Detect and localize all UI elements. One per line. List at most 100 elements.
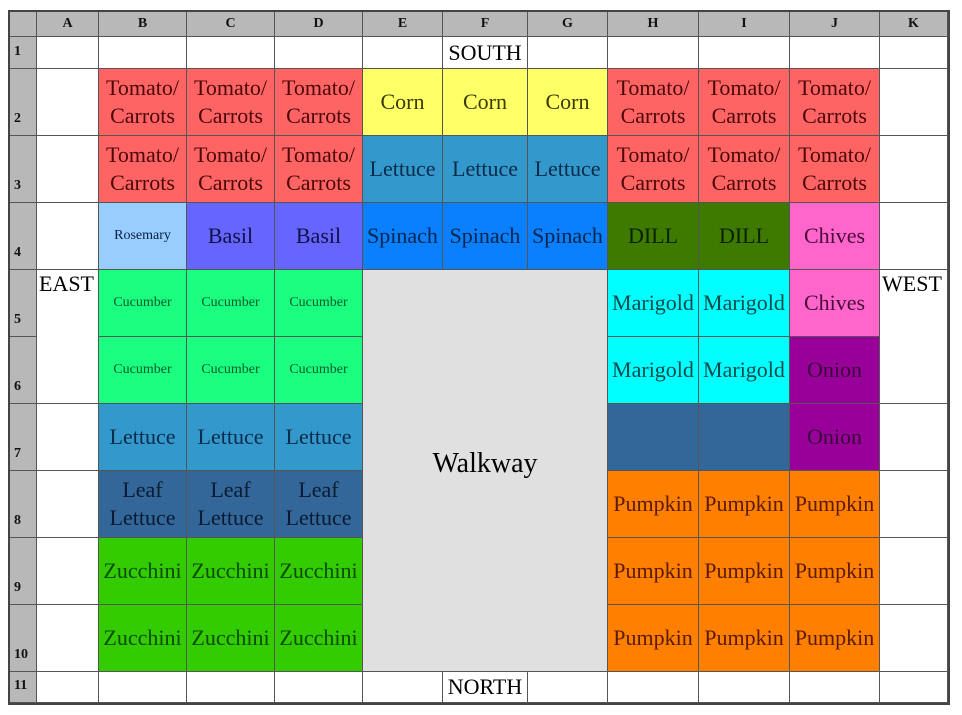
cell-b8-leaf-lettuce[interactable]: Leaf Lettuce bbox=[99, 471, 187, 538]
column-header-I[interactable]: I bbox=[699, 12, 790, 37]
empty-cell-a2[interactable] bbox=[37, 69, 99, 136]
cell-d8-leaf-lettuce[interactable]: Leaf Lettuce bbox=[275, 471, 363, 538]
cell-h9-pumpkin[interactable]: Pumpkin bbox=[608, 538, 699, 605]
cell-i9-pumpkin[interactable]: Pumpkin bbox=[699, 538, 790, 605]
empty-cell-g1[interactable] bbox=[528, 37, 608, 69]
cell-b10-zucchini[interactable]: Zucchini bbox=[99, 605, 187, 672]
cell-h3-tomato-carrots[interactable]: Tomato/ Carrots bbox=[608, 136, 699, 203]
empty-cell-a8[interactable] bbox=[37, 471, 99, 538]
empty-cell-a3[interactable] bbox=[37, 136, 99, 203]
cell-d6-cucumber[interactable]: Cucumber bbox=[275, 337, 363, 404]
cell-c3-tomato-carrots[interactable]: Tomato/ Carrots bbox=[187, 136, 275, 203]
cell-j2-tomato-carrots[interactable]: Tomato/ Carrots bbox=[790, 69, 880, 136]
column-header-D[interactable]: D bbox=[275, 12, 363, 37]
cell-k5-west[interactable]: WEST bbox=[880, 270, 948, 404]
cell-d4-basil[interactable]: Basil bbox=[275, 203, 363, 270]
column-header-F[interactable]: F bbox=[443, 12, 528, 37]
empty-cell-c1[interactable] bbox=[187, 37, 275, 69]
cell-b9-zucchini[interactable]: Zucchini bbox=[99, 538, 187, 605]
empty-cell-j1[interactable] bbox=[790, 37, 880, 69]
cell-d5-cucumber[interactable]: Cucumber bbox=[275, 270, 363, 337]
cell-j9-pumpkin[interactable]: Pumpkin bbox=[790, 538, 880, 605]
cell-j5-chives[interactable]: Chives bbox=[790, 270, 880, 337]
cell-h2-tomato-carrots[interactable]: Tomato/ Carrots bbox=[608, 69, 699, 136]
row-header-3[interactable]: 3 bbox=[10, 136, 37, 203]
cell-e5-walkway[interactable]: Walkway bbox=[363, 270, 608, 672]
row-header-11[interactable]: 11 bbox=[10, 672, 37, 703]
cell-h5-marigold[interactable]: Marigold bbox=[608, 270, 699, 337]
cell-a5-east[interactable]: EAST bbox=[37, 270, 99, 404]
cell-h8-pumpkin[interactable]: Pumpkin bbox=[608, 471, 699, 538]
empty-cell-k11[interactable] bbox=[880, 672, 948, 703]
empty-cell-k10[interactable] bbox=[880, 605, 948, 672]
cell-d9-zucchini[interactable]: Zucchini bbox=[275, 538, 363, 605]
row-header-6[interactable]: 6 bbox=[10, 337, 37, 404]
empty-cell-a7[interactable] bbox=[37, 404, 99, 471]
cell-b6-cucumber[interactable]: Cucumber bbox=[99, 337, 187, 404]
cell-e3-lettuce[interactable]: Lettuce bbox=[363, 136, 443, 203]
column-header-H[interactable]: H bbox=[608, 12, 699, 37]
cell-i8-pumpkin[interactable]: Pumpkin bbox=[699, 471, 790, 538]
column-header-A[interactable]: A bbox=[37, 12, 99, 37]
cell-d7-lettuce[interactable]: Lettuce bbox=[275, 404, 363, 471]
cell-g2-corn[interactable]: Corn bbox=[528, 69, 608, 136]
cell-b7-lettuce[interactable]: Lettuce bbox=[99, 404, 187, 471]
cell-b4-rosemary[interactable]: Rosemary bbox=[99, 203, 187, 270]
empty-cell-i11[interactable] bbox=[699, 672, 790, 703]
cell-h4-dill[interactable]: DILL bbox=[608, 203, 699, 270]
empty-cell-c11[interactable] bbox=[187, 672, 275, 703]
cell-b2-tomato-carrots[interactable]: Tomato/ Carrots bbox=[99, 69, 187, 136]
row-header-10[interactable]: 10 bbox=[10, 605, 37, 672]
cell-e4-spinach[interactable]: Spinach bbox=[363, 203, 443, 270]
empty-cell-h11[interactable] bbox=[608, 672, 699, 703]
cell-i2-tomato-carrots[interactable]: Tomato/ Carrots bbox=[699, 69, 790, 136]
cell-g3-lettuce[interactable]: Lettuce bbox=[528, 136, 608, 203]
cell-c10-zucchini[interactable]: Zucchini bbox=[187, 605, 275, 672]
cell-j3-tomato-carrots[interactable]: Tomato/ Carrots bbox=[790, 136, 880, 203]
cell-i4-dill[interactable]: DILL bbox=[699, 203, 790, 270]
empty-cell-b1[interactable] bbox=[99, 37, 187, 69]
cell-e2-corn[interactable]: Corn bbox=[363, 69, 443, 136]
cell-c4-basil[interactable]: Basil bbox=[187, 203, 275, 270]
empty-cell-k8[interactable] bbox=[880, 471, 948, 538]
empty-cell-a1[interactable] bbox=[37, 37, 99, 69]
cell-i6-marigold[interactable]: Marigold bbox=[699, 337, 790, 404]
cell-c6-cucumber[interactable]: Cucumber bbox=[187, 337, 275, 404]
empty-cell-k2[interactable] bbox=[880, 69, 948, 136]
column-header-J[interactable]: J bbox=[790, 12, 880, 37]
cell-b5-cucumber[interactable]: Cucumber bbox=[99, 270, 187, 337]
cell-i7[interactable] bbox=[699, 404, 790, 471]
cell-b3-tomato-carrots[interactable]: Tomato/ Carrots bbox=[99, 136, 187, 203]
empty-cell-k9[interactable] bbox=[880, 538, 948, 605]
row-header-4[interactable]: 4 bbox=[10, 203, 37, 270]
cell-g4-spinach[interactable]: Spinach bbox=[528, 203, 608, 270]
row-header-2[interactable]: 2 bbox=[10, 69, 37, 136]
select-all-corner[interactable] bbox=[10, 12, 37, 37]
cell-j8-pumpkin[interactable]: Pumpkin bbox=[790, 471, 880, 538]
empty-cell-k7[interactable] bbox=[880, 404, 948, 471]
cell-j7-onion[interactable]: Onion bbox=[790, 404, 880, 471]
empty-cell-a4[interactable] bbox=[37, 203, 99, 270]
empty-cell-a11[interactable] bbox=[37, 672, 99, 703]
cell-c5-cucumber[interactable]: Cucumber bbox=[187, 270, 275, 337]
cell-f3-lettuce[interactable]: Lettuce bbox=[443, 136, 528, 203]
column-header-K[interactable]: K bbox=[880, 12, 948, 37]
cell-f4-spinach[interactable]: Spinach bbox=[443, 203, 528, 270]
row-header-9[interactable]: 9 bbox=[10, 538, 37, 605]
cell-j4-chives[interactable]: Chives bbox=[790, 203, 880, 270]
row-header-7[interactable]: 7 bbox=[10, 404, 37, 471]
cell-j10-pumpkin[interactable]: Pumpkin bbox=[790, 605, 880, 672]
empty-cell-e1[interactable] bbox=[363, 37, 443, 69]
empty-cell-h1[interactable] bbox=[608, 37, 699, 69]
cell-h6-marigold[interactable]: Marigold bbox=[608, 337, 699, 404]
empty-cell-d1[interactable] bbox=[275, 37, 363, 69]
empty-cell-j11[interactable] bbox=[790, 672, 880, 703]
cell-c7-lettuce[interactable]: Lettuce bbox=[187, 404, 275, 471]
row-header-8[interactable]: 8 bbox=[10, 471, 37, 538]
cell-h10-pumpkin[interactable]: Pumpkin bbox=[608, 605, 699, 672]
column-header-C[interactable]: C bbox=[187, 12, 275, 37]
empty-cell-a10[interactable] bbox=[37, 605, 99, 672]
cell-c9-zucchini[interactable]: Zucchini bbox=[187, 538, 275, 605]
empty-cell-g11[interactable] bbox=[528, 672, 608, 703]
cell-c8-leaf-lettuce[interactable]: Leaf Lettuce bbox=[187, 471, 275, 538]
